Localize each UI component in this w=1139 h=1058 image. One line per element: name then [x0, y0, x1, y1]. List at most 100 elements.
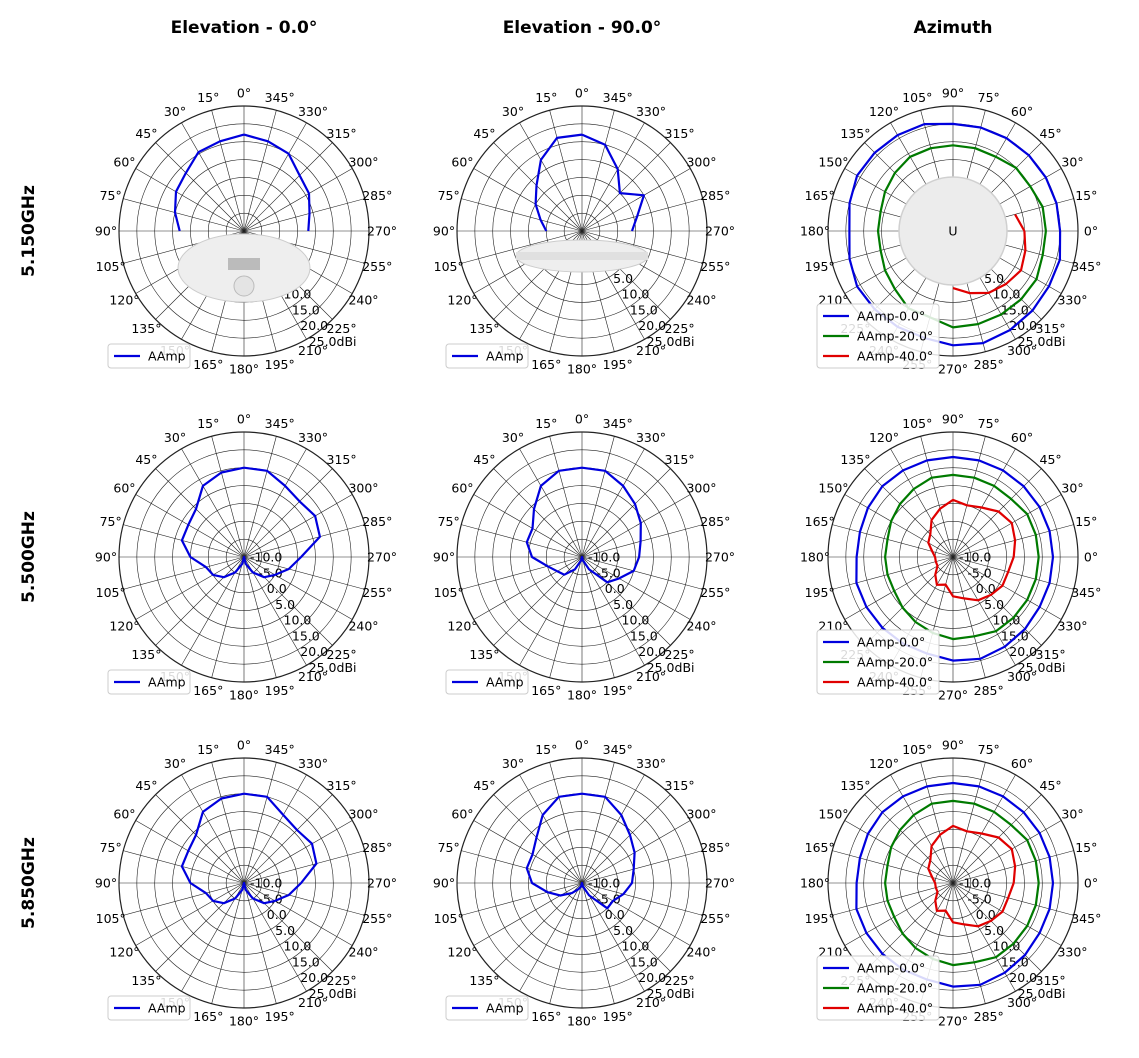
- angle-tick-label: 45°: [135, 452, 157, 467]
- radial-tick-label: -10.0: [250, 876, 282, 891]
- radial-tick-label: -5.0: [967, 891, 991, 906]
- radial-tick-label: 20.0: [1009, 318, 1037, 333]
- legend-entry: AAmp: [148, 675, 186, 690]
- angle-tick-label: 15°: [1075, 840, 1097, 855]
- radial-tick-label: 20.0: [300, 970, 328, 985]
- radial-tick-label: 20.0: [1009, 644, 1037, 659]
- radial-tick-label: 10.0: [622, 287, 650, 302]
- grid-spoke: [155, 468, 245, 558]
- legend-entry: AAmp: [486, 349, 524, 364]
- grid-spoke: [581, 436, 615, 558]
- angle-tick-label: 120°: [447, 293, 477, 308]
- grid-spoke: [952, 762, 986, 884]
- grid-spoke: [581, 494, 691, 558]
- angle-tick-label: 15°: [535, 416, 557, 431]
- radial-tick-label: 20.0: [300, 644, 328, 659]
- angle-tick-label: 315°: [1036, 321, 1066, 336]
- grid-spoke: [243, 556, 307, 666]
- radial-tick-label: 10.0: [622, 939, 650, 954]
- angle-tick-label: 255°: [362, 585, 392, 600]
- angle-tick-label: 195°: [805, 911, 835, 926]
- radial-tick-label: 25.0dBi: [647, 986, 695, 1001]
- angle-tick-label: 105°: [96, 585, 126, 600]
- angle-tick-label: 75°: [978, 416, 1000, 431]
- angle-tick-label: 330°: [298, 104, 328, 119]
- radial-tick-label: 15.0: [630, 628, 658, 643]
- grid-spoke: [581, 468, 671, 558]
- angle-tick-label: 270°: [938, 362, 968, 377]
- angle-tick-label: 240°: [686, 293, 716, 308]
- legend-entry: AAmp: [148, 1001, 186, 1016]
- grid-spoke: [461, 850, 583, 884]
- grid-spoke: [243, 882, 353, 946]
- angle-tick-label: 30°: [1061, 481, 1083, 496]
- radial-tick-label: -5.0: [596, 891, 620, 906]
- angle-tick-label: 195°: [603, 357, 633, 372]
- grid-spoke: [493, 882, 583, 972]
- angle-tick-label: 105°: [902, 742, 932, 757]
- grid-spoke: [581, 198, 703, 232]
- angle-tick-label: 150°: [818, 481, 848, 496]
- grid-spoke: [243, 494, 353, 558]
- grid-spoke: [155, 556, 245, 646]
- logo-icon: U: [948, 224, 957, 239]
- angle-tick-label: 120°: [869, 104, 899, 119]
- grid-spoke: [243, 448, 307, 558]
- grid-spoke: [243, 850, 365, 884]
- grid-spoke: [581, 448, 645, 558]
- legend: AAmp-0.0° AAmp-20.0° AAmp-40.0°: [816, 955, 940, 1021]
- grid-spoke: [549, 556, 583, 678]
- grid-spoke: [952, 774, 1016, 884]
- legend: AAmp: [107, 995, 191, 1021]
- polar-plot: 90° 75° 60° 45° 30° 15° 0° 345° 330° 315° 300°285°…: [800, 412, 1101, 703]
- angle-tick-label: 120°: [447, 619, 477, 634]
- grid-spoke: [243, 122, 307, 232]
- angle-tick-label: 345°: [265, 416, 295, 431]
- angle-tick-label: 315°: [665, 452, 695, 467]
- angle-tick-label: 240°: [348, 293, 378, 308]
- grid-spoke: [581, 122, 645, 232]
- angle-tick-label: 60°: [113, 155, 135, 170]
- angle-tick-label: 105°: [902, 416, 932, 431]
- angle-tick-label: 180°: [800, 550, 830, 565]
- angle-tick-label: 15°: [535, 90, 557, 105]
- grid-spoke: [123, 882, 245, 916]
- angle-tick-label: 90°: [95, 876, 117, 891]
- angle-tick-label: 165°: [531, 357, 561, 372]
- radial-tick-label: -10.0: [588, 876, 620, 891]
- grid-spoke: [243, 794, 333, 884]
- radial-tick-label: 0.0: [267, 581, 287, 596]
- angle-tick-label: 240°: [686, 945, 716, 960]
- legend-entry: AAmp-40.0°: [857, 349, 933, 364]
- grid-spoke: [920, 436, 954, 558]
- angle-tick-label: 195°: [265, 683, 295, 698]
- grid-spoke: [581, 556, 671, 646]
- angle-tick-label: 60°: [1011, 756, 1033, 771]
- angle-tick-label: 60°: [451, 481, 473, 496]
- grid-spoke: [952, 556, 986, 678]
- angle-tick-label: 90°: [433, 550, 455, 565]
- grid-spoke: [581, 774, 645, 884]
- angle-tick-label: 285°: [362, 840, 392, 855]
- angle-tick-label: 255°: [362, 911, 392, 926]
- angle-tick-label: 75°: [100, 514, 122, 529]
- legend-frame: [107, 343, 191, 369]
- angle-tick-label: 135°: [469, 321, 499, 336]
- angle-tick-label: 105°: [434, 911, 464, 926]
- angle-tick-label: 45°: [1040, 452, 1062, 467]
- angle-tick-label: 330°: [298, 756, 328, 771]
- grid-spoke: [181, 882, 245, 992]
- radial-tick-label: 5.0: [984, 271, 1004, 286]
- grid-spoke: [952, 882, 1074, 916]
- grid-spoke: [493, 142, 583, 232]
- angle-tick-label: 240°: [348, 945, 378, 960]
- series-line: [876, 144, 1047, 329]
- angle-tick-label: 15°: [535, 742, 557, 757]
- angle-tick-label: 210°: [298, 343, 328, 358]
- angle-tick-label: 285°: [700, 514, 730, 529]
- angle-tick-label: 0°: [237, 86, 251, 101]
- angle-tick-label: 30°: [502, 430, 524, 445]
- angle-tick-label: 300°: [1007, 669, 1037, 684]
- grid-spoke: [549, 762, 583, 884]
